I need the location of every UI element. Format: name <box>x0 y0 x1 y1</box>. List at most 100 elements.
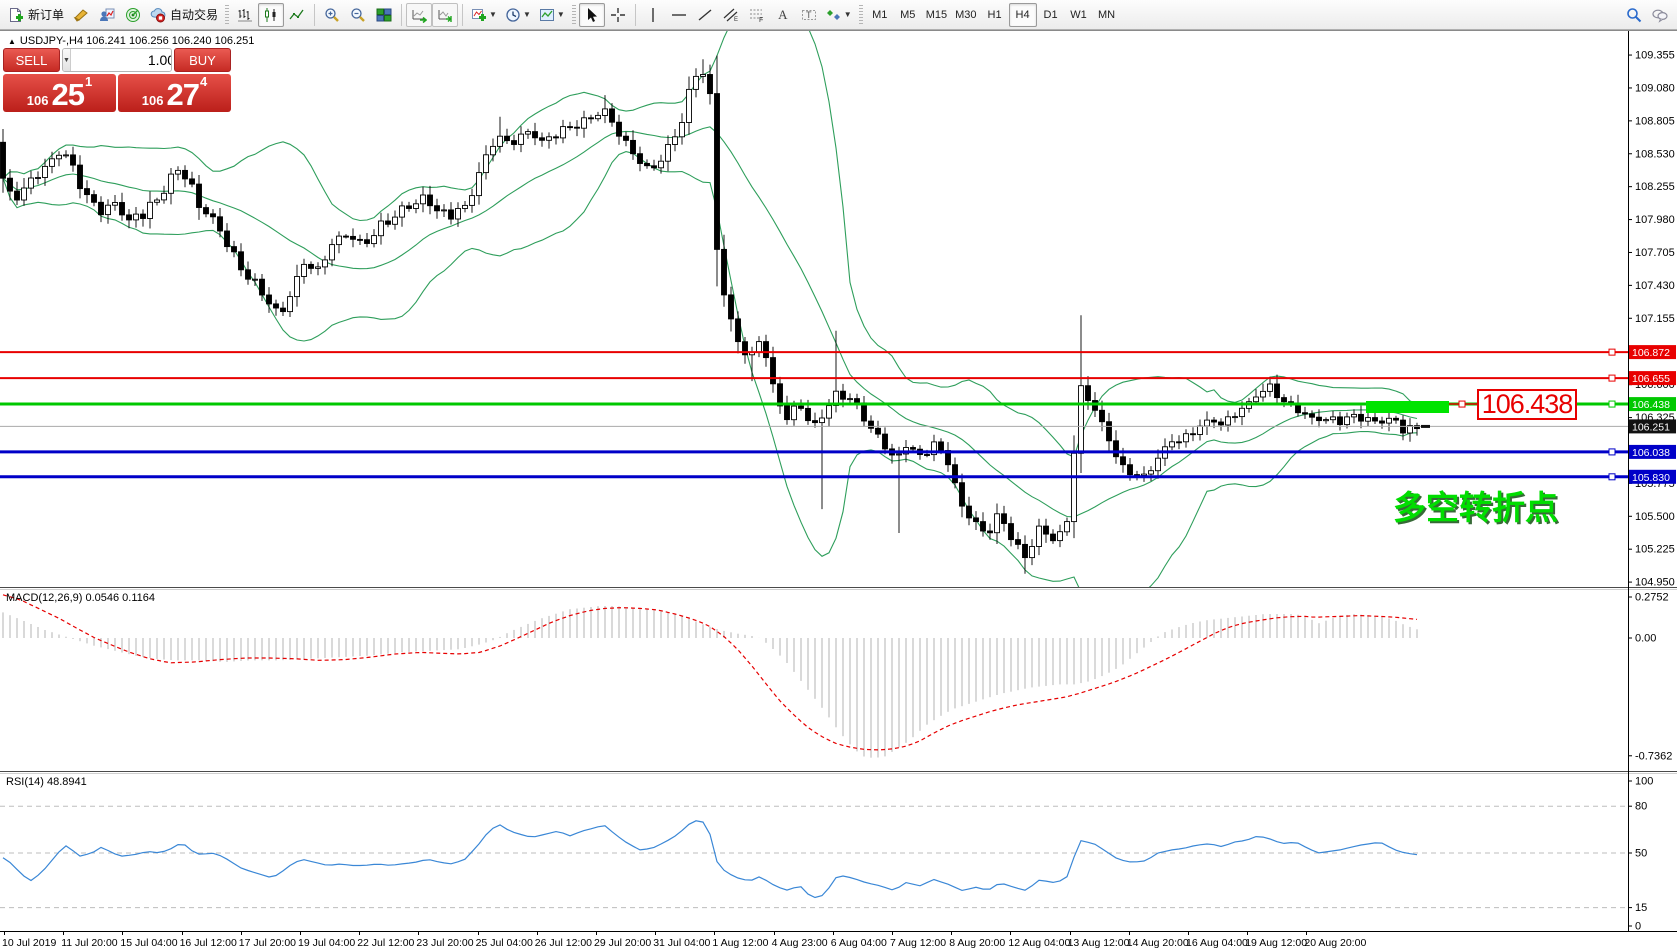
time-tick <box>1010 932 1012 935</box>
line-handle <box>1608 400 1616 408</box>
arrows-button[interactable]: ▼ <box>822 3 856 27</box>
time-label: 7 Aug 12:00 <box>890 937 947 949</box>
search-icon <box>1627 7 1642 22</box>
fibonacci-button[interactable]: F <box>744 3 770 27</box>
cursor-icon <box>587 7 597 22</box>
autotrading-button[interactable]: 自动交易 <box>146 3 222 27</box>
clock-icon <box>506 7 520 22</box>
time-label: 23 Jul 20:00 <box>416 937 474 949</box>
rsi-pane[interactable]: 100 80 50 15 0 RSI(14) 48.8941 <box>0 771 1677 931</box>
vertical-line-button[interactable] <box>640 3 666 27</box>
text-button[interactable]: A <box>770 3 796 27</box>
timeframe-m15-button[interactable]: M15 <box>925 8 948 21</box>
time-tick <box>536 932 538 935</box>
search-button[interactable] <box>1621 3 1647 27</box>
time-label: 31 Jul 04:00 <box>653 937 711 949</box>
zoom-in-button[interactable] <box>319 3 345 27</box>
svg-text:107.430: 107.430 <box>1635 280 1675 292</box>
macd-pane[interactable]: 0.2752 0.00 -0.7362 MACD(12,26,9) 0.0546 0.… <box>0 587 1677 771</box>
timeframe-m1-button[interactable]: M1 <box>872 8 888 21</box>
time-axis[interactable]: 10 Jul 2019 11 Jul 20:00 15 Jul 04:00 16 Ju… <box>0 931 1677 950</box>
macd-histogram <box>2 606 1418 758</box>
time-tick <box>63 932 65 935</box>
buy-price-point: 4 <box>199 74 208 89</box>
chat-button[interactable] <box>1647 3 1673 27</box>
text-label-button[interactable]: T <box>796 3 822 27</box>
profiles-button[interactable] <box>94 3 120 27</box>
volume-input[interactable] <box>70 49 171 71</box>
templates-button[interactable]: ▼ <box>535 3 569 27</box>
buy-button[interactable]: BUY <box>174 48 231 72</box>
tile-windows-icon <box>376 8 392 21</box>
timeframe-w1-button[interactable]: W1 <box>1070 8 1087 21</box>
timeframe-m30-button[interactable]: M30 <box>955 8 977 21</box>
zoom-out-button[interactable] <box>345 3 371 27</box>
auto-scroll-icon <box>412 9 428 23</box>
trendline-icon <box>698 8 712 21</box>
auto-scroll-button[interactable] <box>406 2 433 27</box>
time-label: 11 Jul 20:00 <box>61 937 118 949</box>
timeframe-d1-button[interactable]: D1 <box>1043 8 1058 21</box>
bar-chart-button[interactable] <box>232 3 258 27</box>
timeframe-mn-button[interactable]: MN <box>1097 8 1116 21</box>
volume-decrease-button[interactable]: ▼ <box>63 49 71 71</box>
chat-bubbles-icon <box>1652 9 1668 23</box>
periods-button[interactable]: ▼ <box>501 3 535 27</box>
new-order-button[interactable]: 新订单 <box>4 3 68 27</box>
main-chart-pane[interactable]: 109.355 109.080 108.805 108.530 108.255 107.9… <box>0 31 1677 587</box>
timeframe-toolbar: M1 M5 M15 M30 H1 H4 D1 W1 MN <box>866 2 1121 27</box>
fibonacci-icon: F <box>749 9 763 23</box>
tile-windows-button[interactable] <box>371 3 397 27</box>
zoom-in-icon <box>325 7 339 22</box>
channel-button[interactable]: E <box>718 3 744 27</box>
chart-window: 109.355 109.080 108.805 108.530 108.255 107.9… <box>0 30 1677 950</box>
svg-text:T: T <box>806 10 812 20</box>
price-flag-label[interactable]: 106.438 <box>1477 389 1577 420</box>
svg-text:0: 0 <box>1635 921 1641 932</box>
time-label: 25 Jul 04:00 <box>475 937 533 949</box>
horizontal-line-button[interactable] <box>666 3 692 27</box>
indicators-button[interactable]: ▼ <box>467 3 501 27</box>
vertical-line-icon <box>652 7 654 22</box>
arrows-tool-icon <box>826 9 840 20</box>
svg-text:0.2752: 0.2752 <box>1635 592 1669 604</box>
autotrading-label: 自动交易 <box>170 8 219 22</box>
buy-price-box[interactable]: 106 27 4 <box>118 74 231 112</box>
timeframe-m5-button[interactable]: M5 <box>900 8 916 21</box>
signals-button[interactable] <box>120 3 146 27</box>
svg-text:105.830: 105.830 <box>1632 472 1670 484</box>
time-label: 29 Jul 20:00 <box>594 937 652 949</box>
time-tick <box>240 932 242 935</box>
time-tick <box>418 932 420 935</box>
sell-price-box[interactable]: 106 25 1 <box>3 74 116 112</box>
sell-button[interactable]: SELL <box>3 48 60 72</box>
dropdown-caret-icon: ▼ <box>843 10 852 19</box>
line-handle <box>1608 473 1616 481</box>
price-axis: 109.355 109.080 108.805 108.530 108.255 107.9… <box>1628 31 1676 587</box>
time-label: 8 Aug 20:00 <box>949 937 1006 949</box>
time-tick <box>1069 932 1071 935</box>
dropdown-caret-icon: ▼ <box>522 10 531 19</box>
turning-point-annotation[interactable]: 多空转折点 <box>1393 489 1558 526</box>
level-lines <box>0 348 1628 481</box>
cursor-button[interactable] <box>578 2 605 27</box>
toolbar-separator <box>314 3 316 26</box>
timeframe-h1-button[interactable]: H1 <box>987 8 1002 21</box>
candlestick-chart-button[interactable] <box>258 2 285 27</box>
line-chart-icon <box>289 9 304 19</box>
trendline-button[interactable] <box>692 3 718 27</box>
chart-style-button[interactable] <box>68 3 94 27</box>
time-tick <box>1247 932 1249 935</box>
crosshair-button[interactable] <box>605 3 631 27</box>
timeframe-h4-button[interactable]: H4 <box>1008 2 1037 27</box>
macd-label: MACD(12,26,9) 0.0546 0.1164 <box>6 592 155 604</box>
line-chart-button[interactable] <box>284 3 310 27</box>
collapse-icon[interactable]: ▲ <box>8 37 16 46</box>
horizontal-line-icon <box>671 13 686 16</box>
time-tick <box>655 932 657 935</box>
chart-title-text: USDJPY-,H4 106.241 106.256 106.240 106.2… <box>19 35 255 47</box>
time-tick <box>300 932 301 935</box>
chart-shift-button[interactable] <box>432 2 459 27</box>
